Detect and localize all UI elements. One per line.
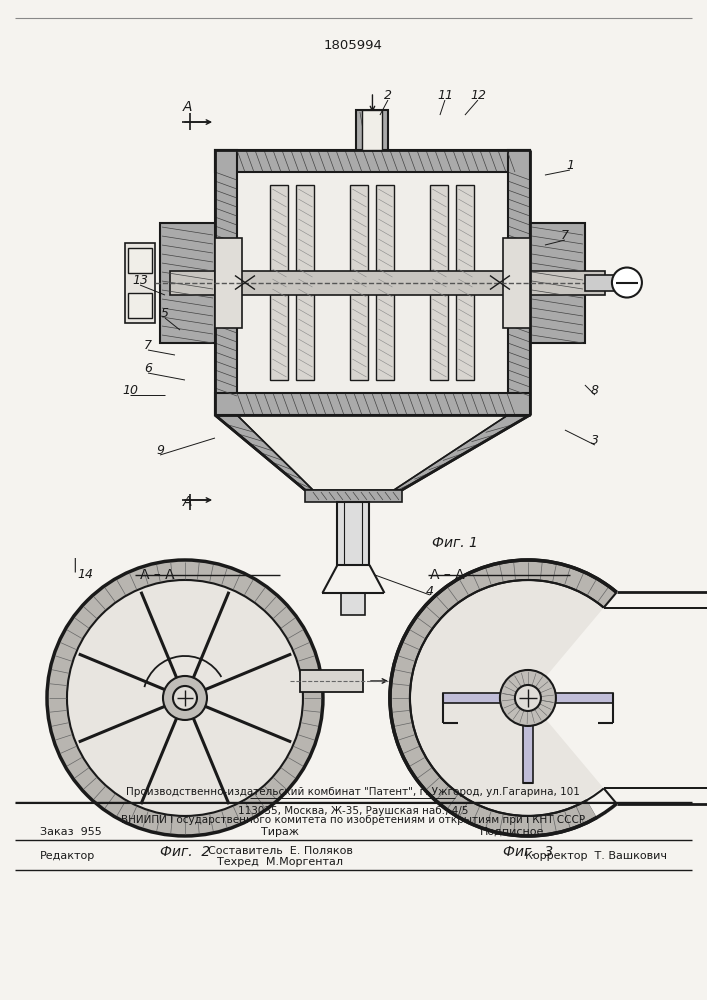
Circle shape xyxy=(173,686,197,710)
Text: Корректор  Т. Вашкович: Корректор Т. Вашкович xyxy=(525,851,667,861)
Bar xyxy=(125,243,155,323)
Circle shape xyxy=(47,560,323,836)
Bar xyxy=(170,271,605,295)
Bar xyxy=(160,223,215,343)
Polygon shape xyxy=(215,415,530,490)
Bar xyxy=(341,593,366,615)
Bar xyxy=(271,185,288,380)
Text: Редактор: Редактор xyxy=(40,851,95,861)
Bar xyxy=(215,393,530,415)
Text: 5: 5 xyxy=(161,307,169,320)
Text: |: | xyxy=(73,558,77,572)
Text: А – А: А – А xyxy=(140,568,175,582)
Text: 11: 11 xyxy=(437,89,453,102)
Text: А – А: А – А xyxy=(430,568,464,582)
Text: Фиг.  2: Фиг. 2 xyxy=(160,845,210,859)
Text: 113035, Москва, Ж-35, Раушская наб., 4/5: 113035, Москва, Ж-35, Раушская наб., 4/5 xyxy=(238,806,468,816)
Bar xyxy=(503,238,530,328)
Bar xyxy=(523,693,533,783)
Bar xyxy=(305,490,402,502)
Text: 9: 9 xyxy=(156,444,164,457)
Text: 12: 12 xyxy=(470,89,486,102)
Circle shape xyxy=(410,580,646,816)
Bar xyxy=(457,185,474,380)
Text: 2: 2 xyxy=(384,89,392,102)
Text: ВНИИПИ Государственного комитета по изобретениям и открытиям при ГКНТ СССР: ВНИИПИ Государственного комитета по изоб… xyxy=(121,815,585,825)
Bar xyxy=(530,223,585,343)
Bar xyxy=(128,293,152,318)
Bar xyxy=(443,693,613,703)
Text: 7: 7 xyxy=(561,229,569,242)
Text: 8: 8 xyxy=(591,384,599,397)
Bar xyxy=(128,248,152,273)
Text: Фиг.  3: Фиг. 3 xyxy=(503,845,553,859)
Bar xyxy=(508,150,530,415)
Text: А: А xyxy=(183,100,193,114)
Circle shape xyxy=(390,560,666,836)
Bar xyxy=(237,172,508,393)
Bar xyxy=(585,275,615,291)
Circle shape xyxy=(67,580,303,816)
Text: 1: 1 xyxy=(566,159,574,172)
Bar xyxy=(376,185,395,380)
Text: 10: 10 xyxy=(122,384,138,397)
Polygon shape xyxy=(237,415,508,490)
Text: 1805994: 1805994 xyxy=(324,39,382,52)
Bar xyxy=(337,502,370,565)
Bar xyxy=(431,185,448,380)
Text: Составитель  Е. Поляков: Составитель Е. Поляков xyxy=(208,846,352,856)
Text: 4: 4 xyxy=(426,585,434,598)
Text: Фиг. 1: Фиг. 1 xyxy=(432,536,478,550)
Circle shape xyxy=(163,676,207,720)
Bar xyxy=(351,185,368,380)
Text: Производственно-издательский комбинат "Патент", г. Ужгород, ул.Гагарина, 101: Производственно-издательский комбинат "П… xyxy=(126,787,580,797)
Text: Заказ  955: Заказ 955 xyxy=(40,827,102,837)
Text: Тираж: Тираж xyxy=(261,827,299,837)
Bar xyxy=(356,110,388,150)
Wedge shape xyxy=(586,628,668,819)
Text: 14: 14 xyxy=(77,568,93,581)
Text: Подписное: Подписное xyxy=(480,827,544,837)
Bar xyxy=(363,110,382,150)
Text: 13: 13 xyxy=(132,274,148,287)
Wedge shape xyxy=(528,590,669,806)
Circle shape xyxy=(500,670,556,726)
Bar xyxy=(215,150,530,172)
Bar xyxy=(300,670,363,692)
Text: А: А xyxy=(183,495,193,509)
Text: Техред  М.Моргентал: Техред М.Моргентал xyxy=(217,857,343,867)
Bar xyxy=(215,238,242,328)
Text: 6: 6 xyxy=(144,362,152,375)
Circle shape xyxy=(515,685,541,711)
Circle shape xyxy=(612,268,642,298)
Bar xyxy=(604,608,707,788)
Text: 7: 7 xyxy=(144,339,152,352)
Bar xyxy=(215,150,237,415)
Bar xyxy=(296,185,315,380)
Text: 3: 3 xyxy=(591,434,599,447)
